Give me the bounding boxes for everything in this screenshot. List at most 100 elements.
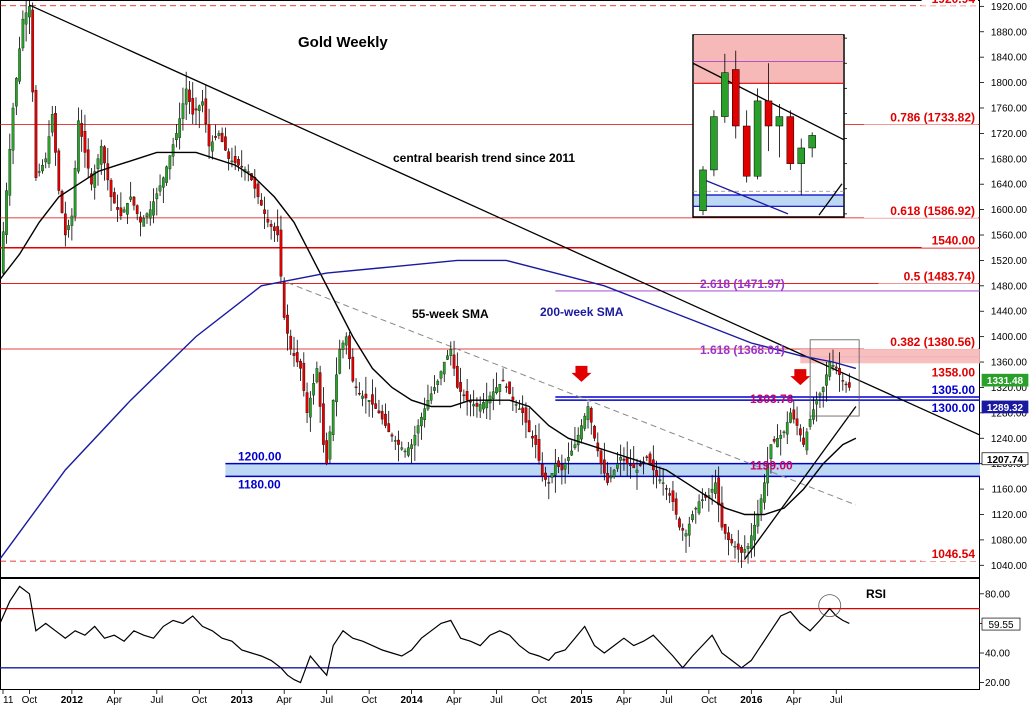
level-label-5: 0.382 (1380.56): [890, 335, 975, 349]
candle-body: [266, 219, 270, 223]
candle-body: [478, 404, 482, 412]
candle-body: [207, 124, 211, 147]
candle-body: [606, 473, 609, 483]
candle-body: [700, 499, 704, 502]
time-tick-label-2: 2012: [61, 695, 84, 706]
candle-body: [442, 361, 446, 375]
inset-candle-body: [742, 125, 751, 177]
candle-body: [782, 431, 786, 434]
rsi-panel-frame: [0, 578, 980, 690]
level-label-bg-1: [864, 110, 978, 125]
price-tag-1: 1289.32: [987, 403, 1024, 414]
price-tick-label-22: 1920.00: [991, 2, 1028, 13]
price-tag-0: 1331.48: [987, 376, 1024, 387]
time-tick-label-19: Apr: [786, 695, 802, 706]
candle-body: [28, 6, 31, 18]
candle-body: [825, 374, 828, 386]
red-arrow-marker-1: [790, 369, 811, 386]
candle-body: [720, 502, 724, 528]
candle-body: [459, 381, 462, 392]
candle-body: [527, 420, 531, 433]
candle-body: [135, 205, 139, 214]
candle-body: [462, 394, 466, 397]
candle-body: [50, 114, 54, 133]
candle-body: [227, 151, 231, 159]
candle-body: [429, 393, 433, 401]
candle-body: [697, 501, 701, 514]
time-tick-label-8: Jul: [320, 695, 333, 706]
inset-candle-body: [764, 100, 773, 127]
candle-body: [364, 393, 368, 399]
candle-body: [34, 89, 38, 178]
candle-body: [612, 469, 616, 477]
candle-body: [191, 98, 195, 115]
candle-body: [687, 523, 691, 536]
candle-body: [204, 98, 208, 125]
time-tick-label-6: 2013: [231, 695, 254, 706]
candle-body: [351, 356, 355, 382]
candle-body: [312, 383, 315, 396]
candle-body: [5, 190, 8, 235]
candle-body: [710, 488, 714, 493]
candle-body: [397, 439, 400, 445]
candle-body: [743, 549, 747, 553]
candle-body: [384, 413, 387, 426]
time-tick-label-17: Oct: [701, 695, 717, 706]
candle-body: [96, 158, 100, 169]
candle-body: [802, 437, 805, 445]
candle-body: [488, 395, 492, 404]
candle-body: [573, 444, 577, 448]
inset-chart: [692, 34, 847, 218]
time-tick-label-7: Apr: [276, 695, 292, 706]
price-tick-label-12: 1520.00: [991, 256, 1028, 267]
rsi-tick-label-1: 40.00: [985, 649, 1010, 660]
price-tick-label-15: 1640.00: [991, 180, 1028, 191]
sma200-line: [0, 259, 857, 560]
candle-body: [286, 314, 289, 334]
candle-body: [583, 415, 587, 429]
candle-body: [808, 419, 812, 427]
candle-body: [655, 470, 658, 477]
candle-body: [841, 380, 845, 382]
candle-body: [740, 547, 743, 553]
candle-body: [413, 434, 417, 446]
candle-body: [31, 9, 35, 93]
candle-body: [439, 371, 443, 379]
candle-body: [838, 368, 841, 375]
level-label-6: 1046.54: [932, 547, 976, 561]
candle-body: [126, 203, 129, 215]
candle-body: [776, 438, 779, 448]
inset-candle-body: [797, 147, 805, 164]
price-tick-label-1: 1080.00: [991, 535, 1028, 546]
candle-body: [785, 422, 789, 435]
candle-body: [406, 447, 410, 456]
candle-body: [485, 400, 489, 409]
level-label-2: 0.618 (1586.92): [890, 204, 975, 218]
candle-body: [335, 374, 338, 403]
candle-body: [828, 361, 832, 377]
price-tick-label-5: 1240.00: [991, 434, 1028, 445]
candle-body: [188, 89, 191, 102]
candle-body: [455, 365, 459, 388]
price-tag-bg-2: [981, 452, 1029, 466]
candle-body: [446, 355, 449, 360]
candle-body: [789, 412, 792, 423]
candle-body: [21, 18, 25, 49]
candle-body: [553, 463, 557, 476]
candle-body: [815, 400, 819, 405]
candle-body: [756, 514, 760, 527]
candle-body: [550, 473, 554, 478]
candle-body: [103, 146, 106, 164]
candle-body: [67, 225, 70, 230]
price-tick-label-6: 1280.00: [991, 408, 1028, 419]
inset-candle-body: [753, 100, 762, 177]
candle-body: [518, 408, 521, 410]
candle-body: [498, 384, 502, 392]
resistance-zone: [800, 348, 980, 364]
candle-body: [357, 392, 361, 395]
candle-body: [645, 456, 649, 458]
candle-body: [197, 105, 201, 111]
candle-body: [116, 207, 119, 210]
candle-body: [733, 546, 737, 548]
